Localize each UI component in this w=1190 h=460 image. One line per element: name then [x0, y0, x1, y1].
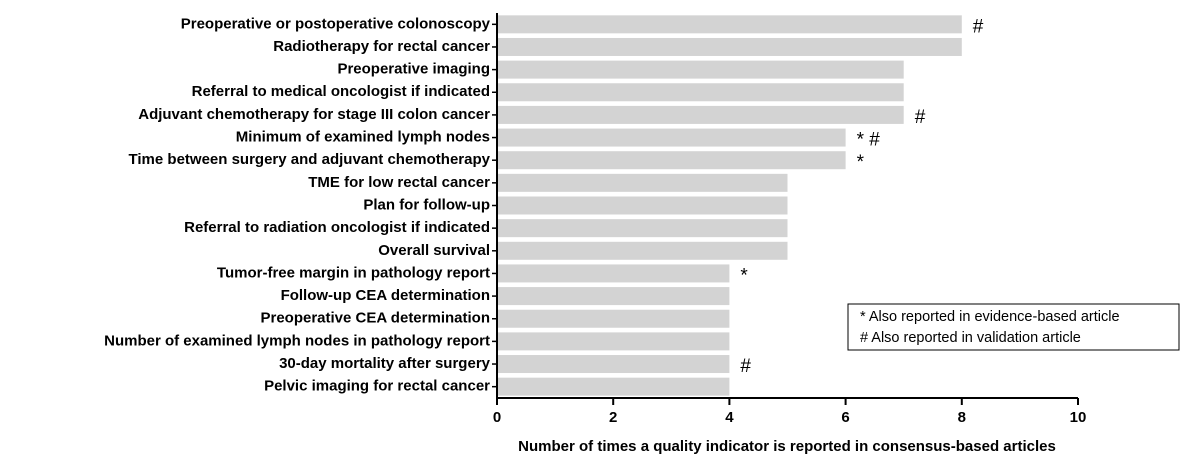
- bar: [497, 128, 846, 147]
- x-tick-label: 8: [958, 409, 966, 426]
- x-tick-label: 0: [493, 409, 501, 426]
- annotation: #: [740, 356, 751, 377]
- y-tick-label: Number of examined lymph nodes in pathol…: [104, 332, 490, 349]
- annotation: #: [915, 107, 926, 128]
- bar: [497, 60, 904, 79]
- y-tick-label: Preoperative or postoperative colonoscop…: [181, 15, 491, 32]
- annotation: * #: [857, 130, 881, 151]
- bar: [497, 37, 962, 56]
- x-tick-label: 10: [1070, 409, 1087, 426]
- bar: [497, 15, 962, 34]
- legend-entry: * Also reported in evidence-based articl…: [860, 309, 1120, 325]
- y-tick-label: Tumor-free margin in pathology report: [217, 264, 490, 281]
- bar: [497, 377, 730, 396]
- y-tick-label: Follow-up CEA determination: [281, 287, 490, 304]
- x-tick-label: 2: [609, 409, 617, 426]
- bar: [497, 105, 904, 124]
- x-tick-label: 6: [841, 409, 849, 426]
- y-tick-label: 30-day mortality after surgery: [279, 355, 491, 372]
- bar: [497, 241, 788, 260]
- y-tick-label: Adjuvant chemotherapy for stage III colo…: [138, 106, 490, 123]
- bar: [497, 151, 846, 170]
- y-tick-label: Time between surgery and adjuvant chemot…: [129, 151, 491, 168]
- annotation: #: [973, 16, 984, 37]
- bar: [497, 287, 730, 306]
- bar: [497, 332, 730, 351]
- bar: [497, 219, 788, 238]
- y-tick-label: Plan for follow-up: [363, 196, 490, 213]
- bar: [497, 173, 788, 192]
- bar: [497, 309, 730, 328]
- bar: [497, 355, 730, 374]
- y-tick-label: TME for low rectal cancer: [308, 174, 490, 191]
- y-tick-label: Referral to medical oncologist if indica…: [192, 83, 490, 100]
- y-tick-label: Preoperative CEA determination: [260, 310, 490, 327]
- y-tick-label: Overall survival: [378, 242, 490, 259]
- bar: [497, 264, 730, 283]
- bar: [497, 196, 788, 215]
- y-tick-label: Minimum of examined lymph nodes: [236, 129, 490, 146]
- y-tick-label: Preoperative imaging: [337, 61, 490, 78]
- legend-box: [847, 303, 1180, 351]
- annotation: *: [857, 152, 865, 173]
- x-axis-label: Number of times a quality indicator is r…: [518, 438, 1056, 455]
- annotation: *: [740, 265, 748, 286]
- y-tick-label: Pelvic imaging for rectal cancer: [264, 378, 490, 395]
- legend-entry: # Also reported in validation article: [860, 330, 1081, 346]
- y-tick-label: Referral to radiation oncologist if indi…: [184, 219, 490, 236]
- y-tick-label: Radiotherapy for rectal cancer: [273, 38, 490, 55]
- x-tick-label: 4: [725, 409, 734, 426]
- bar: [497, 83, 904, 102]
